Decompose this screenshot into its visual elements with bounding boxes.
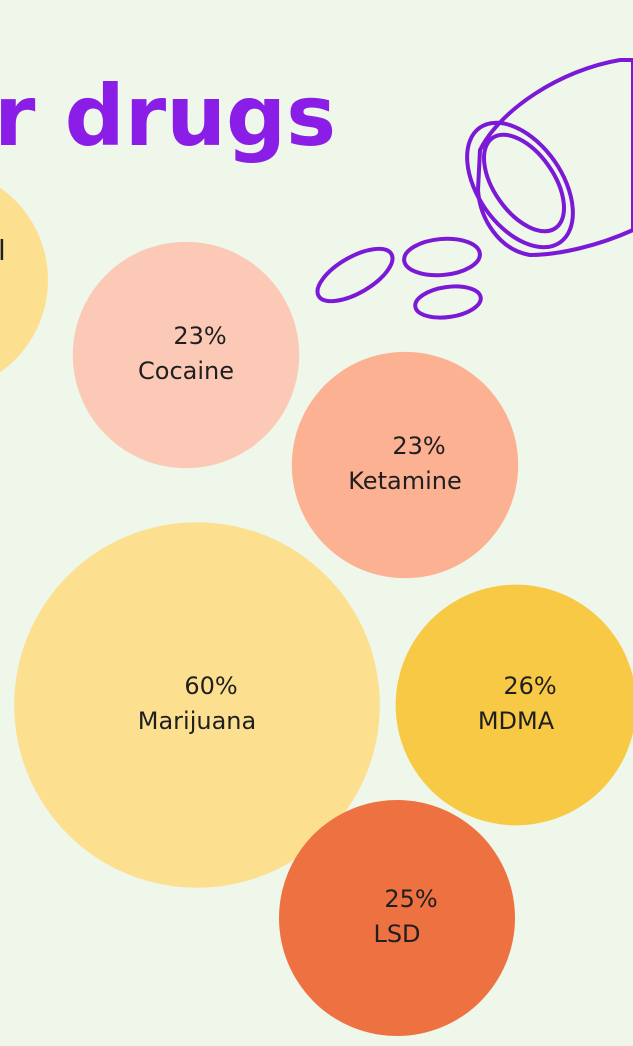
bubble bbox=[73, 242, 299, 468]
chart-title: r drugs bbox=[0, 67, 336, 165]
bubble bbox=[396, 585, 633, 826]
value-label: 23% bbox=[173, 322, 226, 350]
infographic: l r drugs 23% Cocaine 23% Ketamine 60% Mariju… bbox=[0, 0, 633, 1046]
category-label: MDMA bbox=[478, 707, 555, 735]
bubble bbox=[292, 352, 518, 578]
cropped-text: l bbox=[0, 234, 6, 267]
category-label: Cocaine bbox=[138, 357, 234, 385]
value-label: 25% bbox=[384, 885, 437, 913]
value-label: 60% bbox=[184, 672, 237, 700]
category-label: Ketamine bbox=[348, 467, 461, 495]
category-label: Marijuana bbox=[138, 707, 256, 735]
category-label: LSD bbox=[373, 920, 420, 948]
bubble bbox=[279, 800, 515, 1036]
value-label: 26% bbox=[503, 672, 556, 700]
value-label: 23% bbox=[392, 432, 445, 460]
